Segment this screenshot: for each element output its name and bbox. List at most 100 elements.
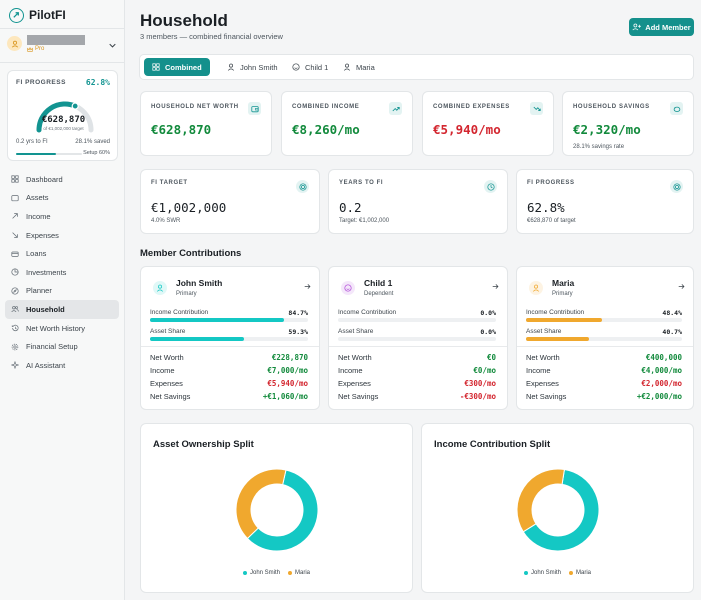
donut-slice-john-smith[interactable] [522, 468, 600, 552]
user-menu[interactable]: Pro [7, 34, 119, 56]
sidebar-item-assets[interactable]: Assets [5, 189, 119, 208]
sidebar-item-label: Net Worth History [26, 323, 86, 333]
member-name: John Smith [176, 278, 223, 288]
arrow-right-icon[interactable] [678, 282, 685, 292]
income-contribution-chart-card: Income Contribution Split John Smith Mar… [421, 423, 694, 593]
asset-share-bar [338, 337, 496, 341]
stat-combined-expenses: COMBINED EXPENSES €5,940/mo [422, 91, 554, 156]
user-icon [11, 40, 18, 47]
sidebar-item-label: Financial Setup [26, 342, 78, 352]
sidebar-item-net-worth-history[interactable]: Net Worth History [5, 319, 119, 338]
chevron-down-icon[interactable] [109, 40, 116, 50]
donut-slice-maria[interactable] [235, 468, 287, 540]
legend-item: John Smith [242, 570, 280, 576]
tab-child-1[interactable]: Child 1 [284, 58, 336, 76]
income-contribution-row: Income Contribution 48.4% [526, 309, 682, 317]
member-card[interactable]: Maria Primary Income Contribution 48.4% Asse… [516, 266, 694, 410]
section-title: Member Contributions [140, 248, 242, 259]
dashboard-icon [11, 175, 19, 183]
row-value: 59.3% [288, 328, 308, 336]
member-stat-row: Net Savings +€2,000/mo [526, 392, 682, 401]
row-label: Net Worth [526, 353, 560, 362]
row-value: €228,870 [271, 353, 308, 362]
stat-label: YEARS TO FI [339, 180, 384, 186]
sidebar-item-income[interactable]: Income [5, 207, 119, 226]
brand[interactable]: PilotFI [9, 5, 66, 25]
gauge-value: €628,870 [41, 115, 86, 125]
sidebar-item-financial-setup[interactable]: Financial Setup [5, 337, 119, 356]
row-label: Income [526, 366, 551, 375]
sidebar-item-expenses[interactable]: Expenses [5, 226, 119, 245]
trending-up-icon [389, 102, 402, 115]
stat-fi-target: FI TARGET €1,002,000 4.0% SWR [140, 169, 320, 234]
legend-label: John Smith [249, 570, 280, 576]
row-value: €5,940/mo [267, 379, 308, 388]
sidebar-item-label: Household [26, 304, 65, 314]
saved-text: 28.1% saved [75, 139, 110, 145]
sparkle-icon [11, 361, 19, 370]
stat-label: FI PROGRESS [527, 180, 575, 186]
tab-john-smith[interactable]: John Smith [219, 58, 286, 76]
stat-value: 62.8% [527, 200, 565, 215]
row-value: €400,000 [645, 353, 682, 362]
years-to-fi-text: 0.2 yrs to FI [16, 139, 48, 145]
sidebar-item-loans[interactable]: Loans [5, 244, 119, 263]
asset-share-bar [150, 337, 308, 341]
row-label: Expenses [150, 379, 183, 388]
compass-icon [11, 287, 19, 295]
sidebar-item-planner[interactable]: Planner [5, 282, 119, 301]
sidebar-item-label: Loans [26, 249, 47, 259]
page-title: Household [140, 11, 228, 30]
sidebar-item-investments[interactable]: Investments [5, 263, 119, 282]
tab-label: Child 1 [305, 62, 329, 72]
smile-icon [292, 63, 300, 71]
gauge-subtext: of €1,002,000 target [43, 126, 84, 131]
member-tabs: Combined John Smith Child 1 Maria [139, 54, 694, 80]
row-value: €4,000/mo [641, 366, 682, 375]
stat-label: FI TARGET [151, 180, 188, 186]
member-stat-row: Income €7,000/mo [150, 366, 308, 375]
sidebar: PilotFI Pro FI PROGRESS 62.8% €628,870 o… [0, 0, 125, 600]
row-label: Net Worth [150, 353, 184, 362]
wallet-icon [248, 102, 261, 115]
arrow-right-icon[interactable] [492, 282, 499, 292]
add-member-label: Add Member [645, 22, 691, 32]
asset-share-row: Asset Share 0.0% [338, 328, 496, 336]
row-label: Income Contribution [150, 309, 209, 316]
page-subtitle: 3 members — combined financial overview [140, 32, 283, 41]
donut-slice-john-smith[interactable] [246, 469, 319, 552]
stat-value: €628,870 [151, 122, 212, 137]
member-stat-row: Income €0/mo [338, 366, 496, 375]
credit-card-icon [11, 250, 19, 258]
member-card[interactable]: Child 1 Dependent Income Contribution 0.0% A… [328, 266, 508, 410]
member-role: Dependent [364, 291, 394, 297]
row-value: 0.0% [480, 309, 496, 317]
avatar [7, 36, 22, 51]
chart-title: Income Contribution Split [434, 439, 551, 450]
arrow-up-right-icon [11, 212, 19, 220]
row-label: Income [150, 366, 175, 375]
tab-combined[interactable]: Combined [144, 58, 210, 76]
arrow-right-icon[interactable] [304, 282, 311, 292]
sidebar-item-ai-assistant[interactable]: AI Assistant [5, 356, 119, 375]
stat-value: €1,002,000 [151, 200, 227, 215]
setup-progress-bar [16, 153, 82, 155]
legend-dot [569, 571, 573, 575]
member-stat-row: Expenses €5,940/mo [150, 379, 308, 388]
sidebar-item-label: Expenses [26, 230, 59, 240]
tab-maria[interactable]: Maria [335, 58, 383, 76]
sidebar-item-household[interactable]: Household [5, 300, 119, 319]
plan-badge: Pro [27, 46, 44, 52]
row-label: Net Savings [338, 392, 379, 401]
donut-slice-maria[interactable] [516, 468, 565, 533]
chart-title: Asset Ownership Split [153, 439, 254, 450]
stat-years-to-fi: YEARS TO FI 0.2 Target: €1,002,000 [328, 169, 508, 234]
user-icon [227, 63, 235, 71]
sidebar-item-dashboard[interactable]: Dashboard [5, 170, 119, 189]
member-card[interactable]: John Smith Primary Income Contribution 84.7… [140, 266, 320, 410]
row-value: €2,000/mo [641, 379, 682, 388]
add-member-button[interactable]: Add Member [629, 18, 694, 36]
member-stat-row: Net Savings -€300/mo [338, 392, 496, 401]
row-value: 0.0% [480, 328, 496, 336]
row-label: Asset Share [150, 328, 186, 335]
